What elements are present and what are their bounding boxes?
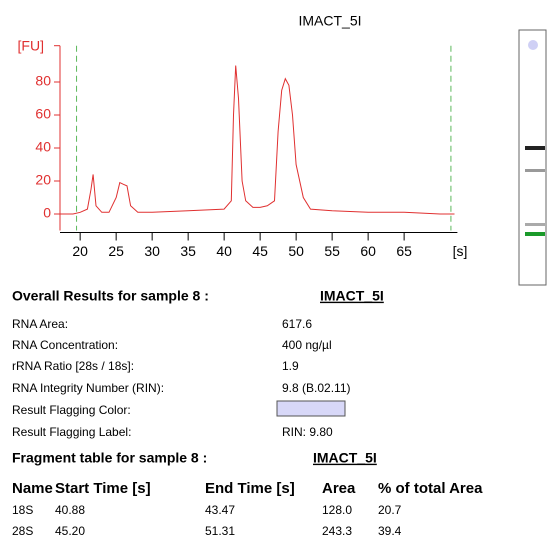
page: IMACT_5I [FU] 0 20 40 60 80 20 25 30 35 40 45 50 55 60 6… <box>0 0 547 537</box>
section-title: Fragment table for sample 8 : <box>12 450 207 466</box>
y-axis-label: [FU] <box>18 37 44 53</box>
result-value: 617.6 <box>282 317 312 331</box>
gel-dot <box>528 40 538 50</box>
result-label: Result Flagging Label: <box>12 425 131 439</box>
result-label: RNA Concentration: <box>12 338 118 352</box>
y-tick-label: 80 <box>35 73 51 89</box>
flag-swatch <box>277 401 345 416</box>
x-tick-label: 60 <box>360 243 376 259</box>
table-cell: 51.31 <box>205 524 235 537</box>
gel-band <box>525 169 545 172</box>
gel-band <box>525 232 545 236</box>
x-tick-label: 35 <box>180 243 196 259</box>
table-header: Name <box>12 480 53 497</box>
result-label: RNA Area: <box>12 317 68 331</box>
y-tick-label: 40 <box>35 139 51 155</box>
y-tick-label: 60 <box>35 106 51 122</box>
result-label: rRNA Ratio [28s / 18s]: <box>12 359 134 373</box>
result-label: Result Flagging Color: <box>12 403 131 417</box>
sample-name: IMACT_5I <box>320 288 384 304</box>
sample-name: IMACT_5I <box>313 450 377 466</box>
x-tick-label: 40 <box>216 243 232 259</box>
table-cell: 243.3 <box>322 524 352 537</box>
table-cell: 18S <box>12 503 33 517</box>
report: IMACT_5I [FU] 0 20 40 60 80 20 25 30 35 40 45 50 55 60 6… <box>0 0 547 537</box>
gel-lane <box>519 30 546 285</box>
x-axis-label: [s] <box>453 243 468 259</box>
section-title: Overall Results for sample 8 : <box>12 288 209 304</box>
result-value: 1.9 <box>282 359 299 373</box>
table-cell: 40.88 <box>55 503 85 517</box>
result-value: 9.8 (B.02.11) <box>282 381 350 395</box>
result-value: RIN: 9.80 <box>282 425 333 439</box>
result-value: 400 ng/µl <box>282 338 332 352</box>
x-tick-label: 50 <box>288 243 304 259</box>
trace <box>59 66 455 215</box>
table-header: Area <box>322 480 356 497</box>
y-tick-label: 0 <box>43 205 51 221</box>
y-tick-label: 20 <box>35 172 51 188</box>
table-header: Start Time [s] <box>55 480 151 497</box>
table-header: % of total Area <box>378 480 483 497</box>
x-tick-label: 65 <box>396 243 412 259</box>
x-tick-label: 30 <box>144 243 160 259</box>
x-tick-label: 55 <box>324 243 340 259</box>
gel-band <box>525 223 545 226</box>
gel-band <box>525 146 545 150</box>
table-cell: 45.20 <box>55 524 85 537</box>
table-cell: 39.4 <box>378 524 402 537</box>
x-tick-label: 20 <box>72 243 88 259</box>
table-cell: 28S <box>12 524 33 537</box>
x-tick-label: 25 <box>108 243 124 259</box>
table-cell: 43.47 <box>205 503 235 517</box>
chart-title: IMACT_5I <box>298 13 361 29</box>
table-header: End Time [s] <box>205 480 295 497</box>
result-label: RNA Integrity Number (RIN): <box>12 381 164 395</box>
table-cell: 20.7 <box>378 503 402 517</box>
x-tick-label: 45 <box>252 243 268 259</box>
table-cell: 128.0 <box>322 503 352 517</box>
